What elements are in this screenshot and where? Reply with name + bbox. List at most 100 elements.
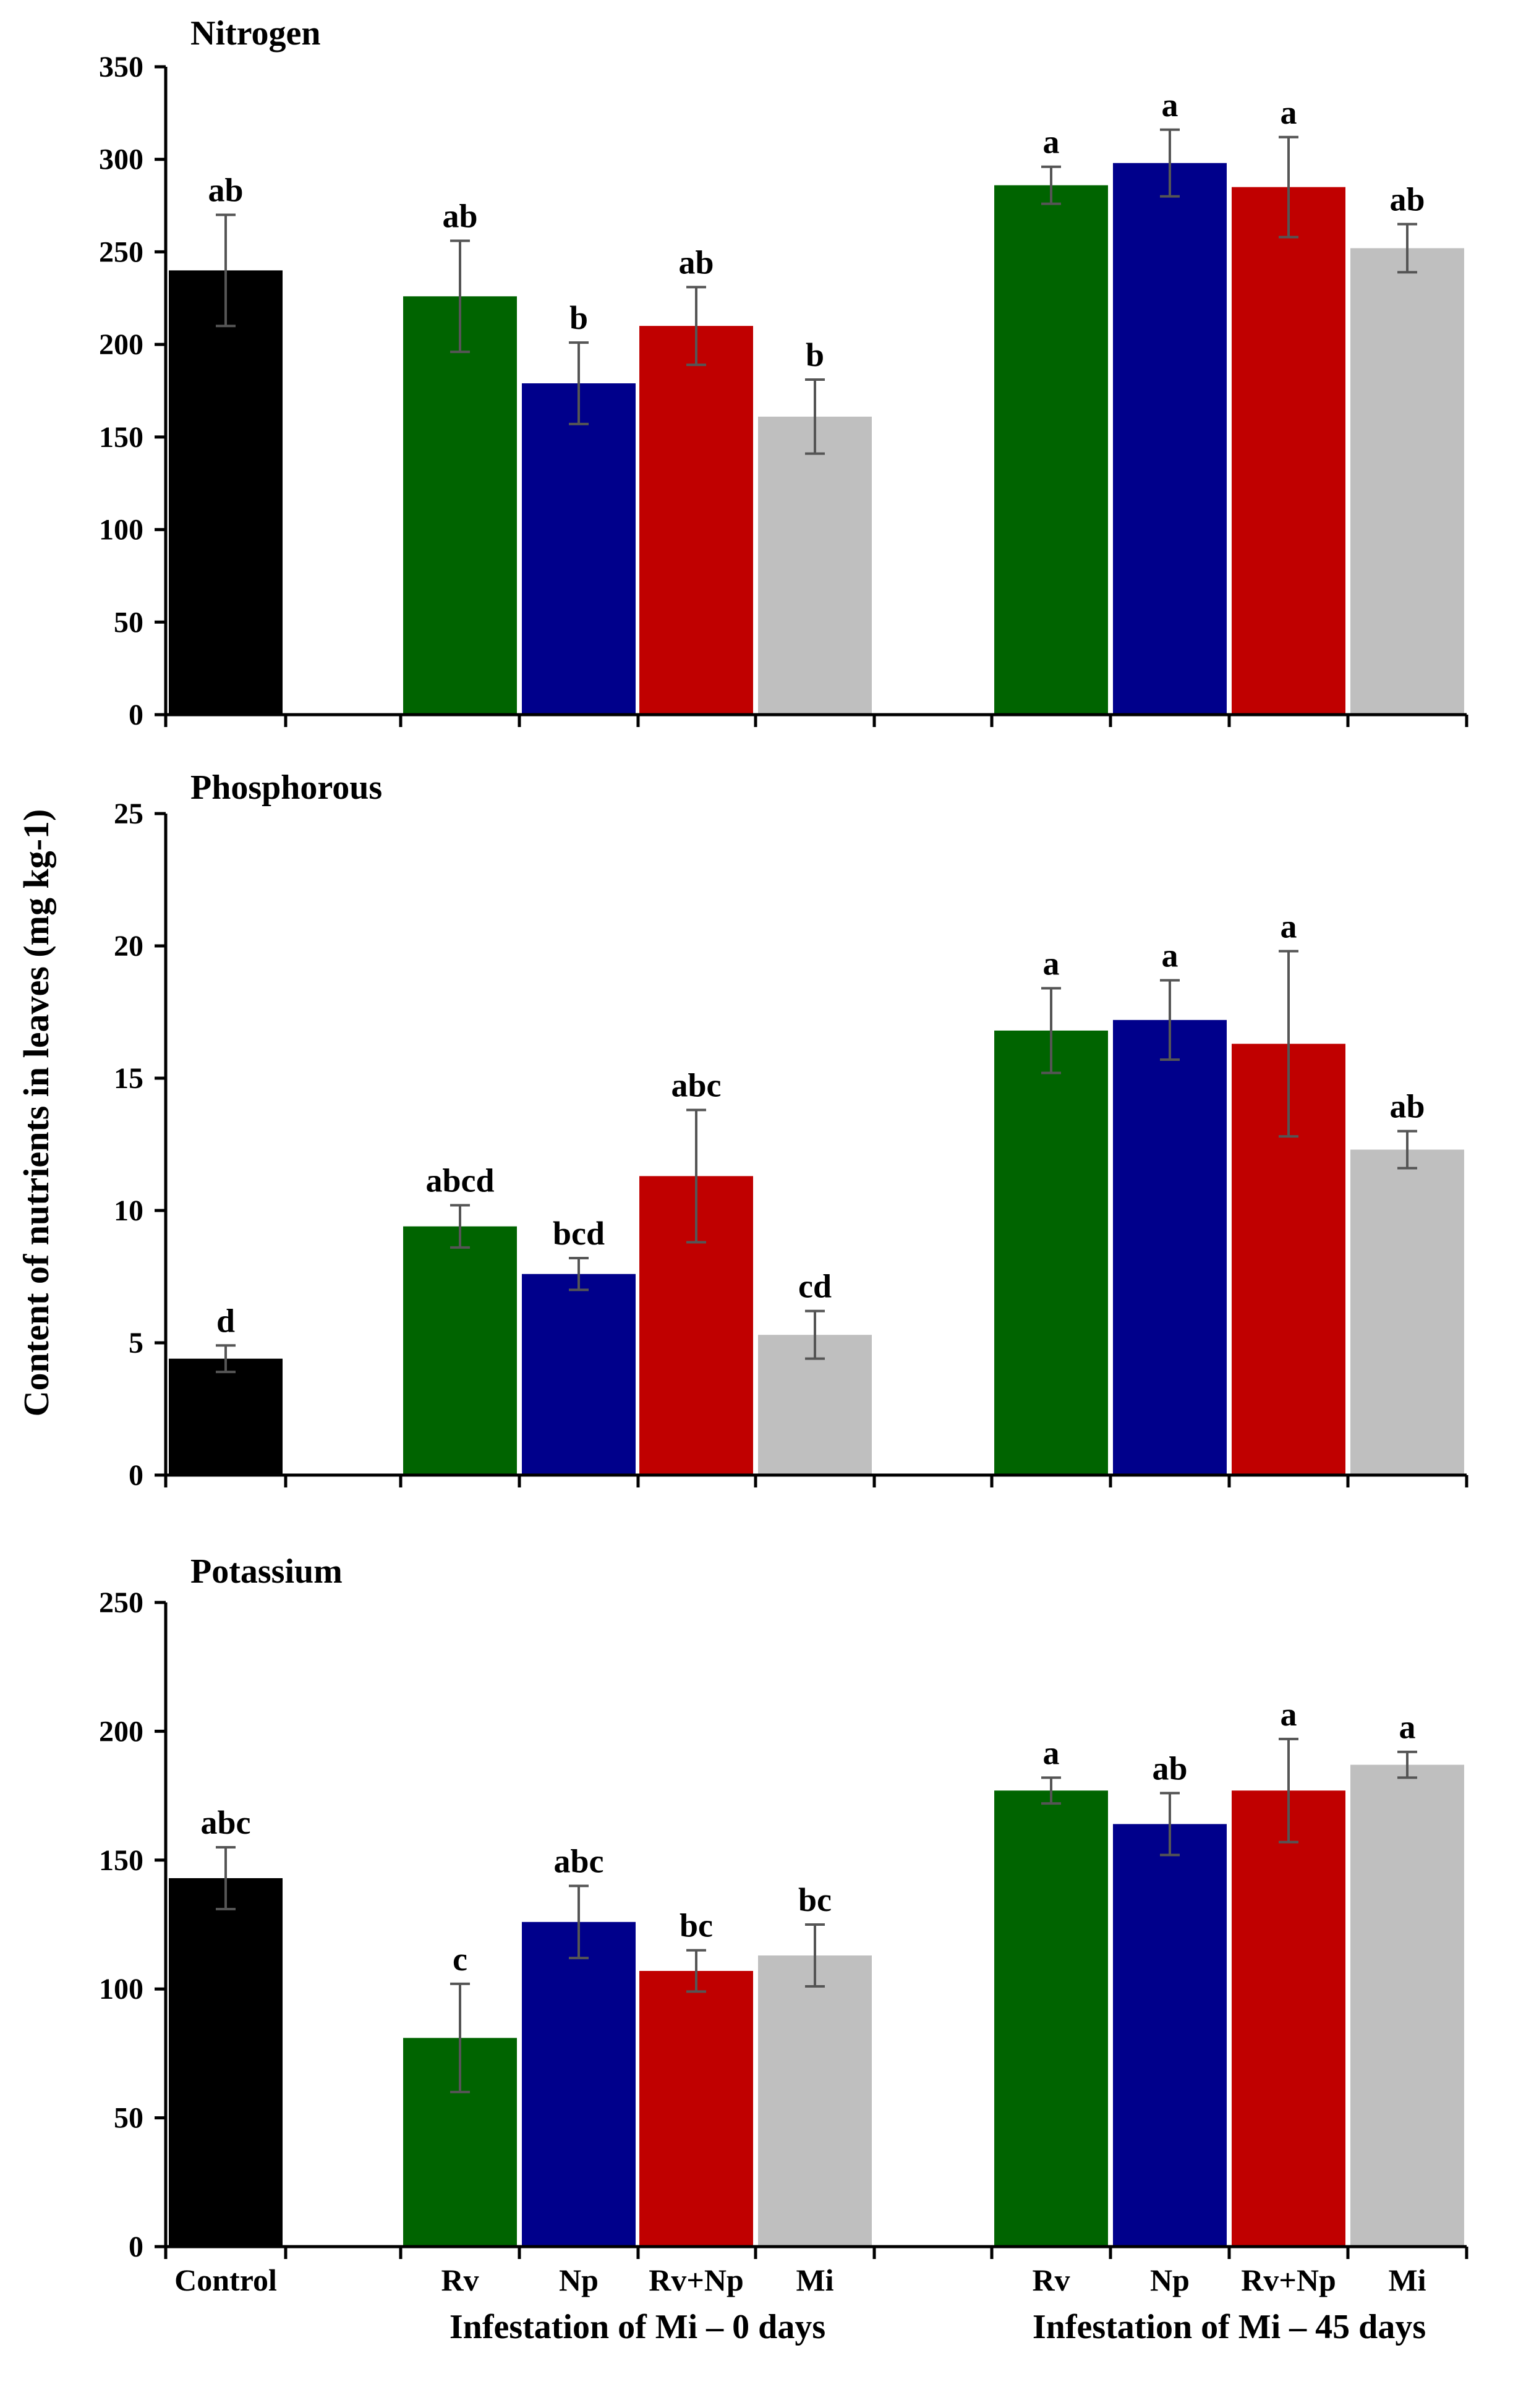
x-category-label-2-rv: Rv [441,2263,479,2297]
phosphorous-y-tick-label-5: 5 [129,1327,143,1359]
potassium-significance-label-2: c [453,1941,467,1978]
potassium-bar-8-rv-np [1232,1790,1345,2247]
nitrogen-y-tick-label-0: 0 [129,699,143,731]
nitrogen-bar-7-np [1113,163,1227,715]
x-category-label-3-np: Np [559,2263,599,2297]
phosphorous-bar-9-mi [1350,1149,1464,1475]
phosphorous-bar-7-np [1113,1019,1227,1475]
nitrogen-significance-label-6: a [1043,124,1060,161]
phosphorous-significance-label-1: d [216,1302,235,1339]
potassium-y-tick-label-150: 150 [99,1844,143,1877]
nitrogen-significance-label-1: ab [208,172,243,209]
phosphorous-y-tick-label-15: 15 [114,1062,143,1095]
x-category-label-6-rv: Rv [1032,2263,1070,2297]
nitrogen-y-tick-label-300: 300 [99,143,143,176]
x-category-label-8-rv-np: Rv+Np [1241,2263,1336,2297]
phosphorous-error-bar-2 [450,1204,470,1249]
phosphorous-bar-1-control [169,1358,283,1475]
nitrogen-error-bar-8 [1279,135,1298,239]
potassium-bar-5-mi [758,1955,872,2247]
potassium-bar-7-np [1113,1824,1227,2247]
potassium-error-bar-4 [686,1949,706,1993]
phosphorous-error-bar-5 [805,1309,825,1360]
potassium-bar-3-np [522,1921,636,2247]
potassium-error-bar-3 [569,1884,589,1960]
potassium-bar-4-rv-np [639,1971,753,2247]
phosphorous-significance-label-7: a [1162,937,1178,974]
nitrogen-error-bar-5 [805,378,825,455]
phosphorous-bar-6-rv [994,1030,1108,1475]
phosphorous-significance-label-5: cd [798,1268,832,1305]
phosphorous-error-bar-4 [686,1108,706,1244]
phosphorous-significance-label-8: a [1281,908,1297,945]
x-category-label-5-mi: Mi [796,2263,833,2297]
phosphorous-error-bar-6 [1041,987,1061,1074]
nitrogen-error-bar-2 [450,239,470,354]
nitrogen-y-tick-label-50: 50 [114,606,143,639]
phosphorous-panel: Phosphorous d abcd bcd abc cd a a a ab 0 5 10 15 20 25 [114,768,1468,1492]
phosphorous-bar-3-np [522,1274,636,1475]
nitrogen-y-tick-label-150: 150 [99,421,143,454]
nitrogen-y-tick-label-100: 100 [99,514,143,547]
potassium-significance-label-6: a [1043,1734,1060,1771]
x-category-label-9-mi: Mi [1388,2263,1426,2297]
x-category-label-4-rv-np: Rv+Np [649,2263,744,2297]
potassium-panel: Potassium abc c abc bc bc a ab a a 0 50 100 150 200 250 [99,1552,1468,2263]
potassium-y-tick-label-250: 250 [99,1586,143,1619]
potassium-y-tick-label-0: 0 [129,2231,143,2263]
nitrogen-significance-label-8: a [1281,94,1297,131]
nitrogen-error-bar-6 [1041,165,1061,205]
potassium-significance-label-4: bc [680,1907,713,1944]
phosphorous-error-bar-1 [216,1344,236,1374]
phosphorous-bar-2-rv [403,1226,517,1475]
nitrogen-bar-6-rv [994,185,1108,715]
potassium-y-tick-label-50: 50 [114,2102,143,2135]
x-group-label-2: Infestation of Mi – 45 days [1033,2308,1426,2346]
potassium-y-tick-label-100: 100 [99,1973,143,2006]
potassium-significance-label-5: bc [798,1881,832,1918]
nitrogen-y-tick-label-350: 350 [99,51,143,83]
nitrogen-panel-title: Nitrogen [190,14,321,53]
potassium-error-bar-1 [216,1845,236,1910]
nitrogen-significance-label-3: b [569,299,588,336]
phosphorous-y-tick-label-20: 20 [114,930,143,963]
phosphorous-significance-label-2: abcd [425,1162,494,1199]
potassium-panel-title: Potassium [190,1552,343,1591]
x-axis-category-labels: Control Rv Np Rv+Np Mi Rv Np Rv+Np Mi Infestation… [174,2263,1426,2346]
phosphorous-error-bar-9 [1397,1130,1417,1170]
potassium-significance-label-9: a [1399,1709,1416,1746]
phosphorous-y-tick-label-25: 25 [114,798,143,830]
potassium-significance-label-7: ab [1152,1750,1187,1787]
y-axis-title: Content of nutrients in leaves (mg kg-1) [16,809,56,1417]
nitrogen-error-bar-3 [569,341,589,425]
potassium-bar-6-rv [994,1790,1108,2247]
nitrogen-bar-8-rv-np [1232,187,1345,715]
potassium-error-bar-2 [450,1982,470,2093]
nitrogen-significance-label-7: a [1162,87,1178,124]
nitrogen-significance-label-4: ab [678,244,714,281]
potassium-error-bar-8 [1279,1737,1298,1844]
potassium-error-bar-6 [1041,1776,1061,1805]
nitrogen-bar-3-np [522,383,636,715]
nitrogen-error-bar-4 [686,286,706,367]
nitrogen-bar-9-mi [1350,248,1464,715]
potassium-significance-label-1: abc [201,1804,251,1841]
nitrogen-y-tick-label-250: 250 [99,236,143,268]
nitrogen-significance-label-2: ab [442,197,477,234]
potassium-bar-1-control [169,1878,283,2247]
nitrogen-bar-5-mi [758,416,872,715]
phosphorous-y-tick-label-10: 10 [114,1194,143,1227]
nitrogen-error-bar-1 [216,213,236,328]
phosphorous-panel-title: Phosphorous [190,768,382,807]
potassium-significance-label-8: a [1281,1696,1297,1733]
x-category-label-1-control: Control [174,2263,277,2297]
x-category-label-7-np: Np [1150,2263,1190,2297]
nitrogen-panel: Nitrogen ab ab b ab b a a a ab 0 50 100 150 200 250 300 3… [99,14,1468,731]
nitrogen-bar-1-control [169,270,283,715]
phosphorous-error-bar-3 [569,1257,589,1291]
potassium-error-bar-5 [805,1923,825,1988]
nitrogen-error-bar-7 [1160,128,1180,198]
nitrogen-significance-label-9: ab [1389,181,1425,218]
phosphorous-significance-label-6: a [1043,945,1060,982]
